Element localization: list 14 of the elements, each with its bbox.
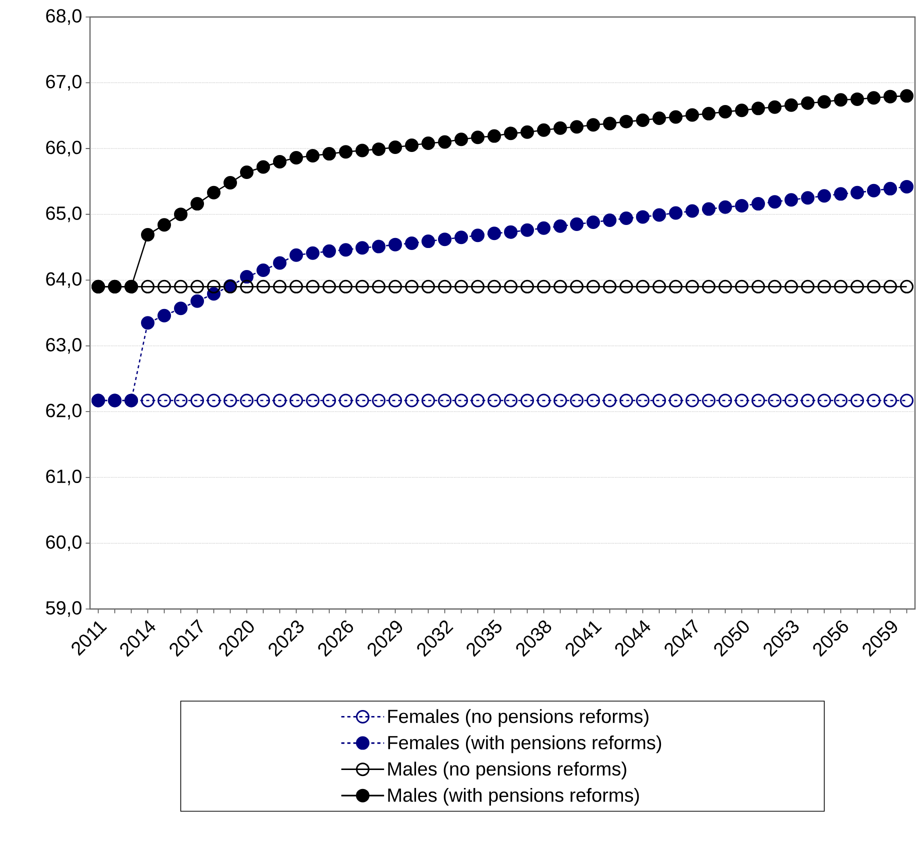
legend-label: Males (no pensions reforms) xyxy=(388,762,626,780)
y-tick-label: 64,0 xyxy=(46,272,82,288)
y-tick-label: 61,0 xyxy=(46,470,82,486)
y-tick-label: 62,0 xyxy=(46,404,82,420)
legend-label: Males (with pensions reforms) xyxy=(388,788,639,806)
y-tick-label: 65,0 xyxy=(46,206,82,222)
y-tick-label: 66,0 xyxy=(46,140,82,156)
y-tick-label: 59,0 xyxy=(46,601,82,617)
y-tick-label: 67,0 xyxy=(46,74,82,91)
y-tick-label: 60,0 xyxy=(46,535,82,552)
y-tick-label: 68,0 xyxy=(46,9,82,25)
legend-label: Females (with pensions reforms) xyxy=(388,735,662,754)
y-tick-label: 63,0 xyxy=(46,338,82,354)
legend-label: Females (no pensions reforms) xyxy=(388,709,648,727)
